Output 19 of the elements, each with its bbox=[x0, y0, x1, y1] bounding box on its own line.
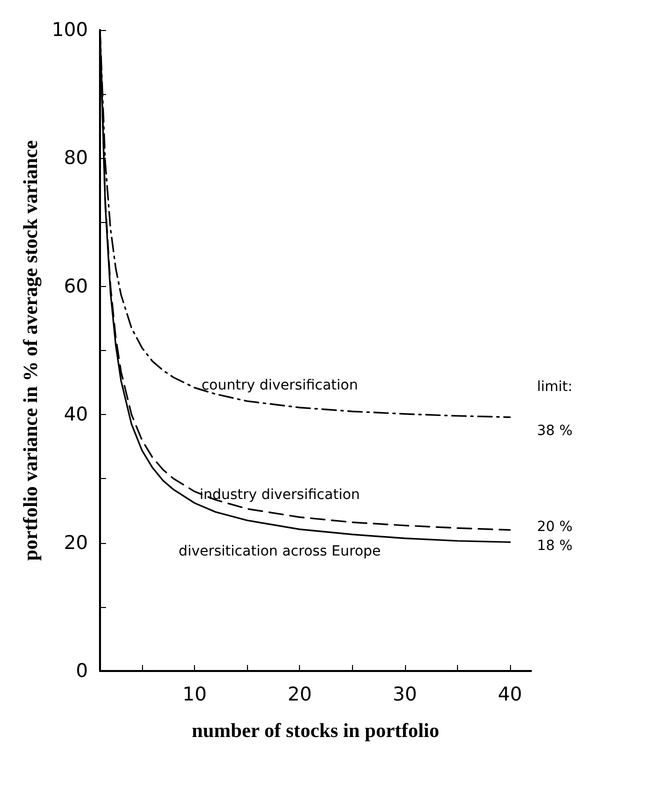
y-tick-label: 40 bbox=[64, 404, 88, 426]
x-tick-label: 40 bbox=[498, 684, 522, 706]
series-label: diversitication across Europe bbox=[178, 543, 381, 560]
y-tick-label: 80 bbox=[64, 147, 88, 170]
y-tick-label: 60 bbox=[64, 275, 88, 298]
y-tick-label: 100 bbox=[52, 19, 88, 41]
series-label: industry diversification bbox=[200, 487, 360, 504]
y-tick-label: 20 bbox=[64, 532, 88, 554]
x-tick-label: 30 bbox=[392, 684, 417, 706]
series-label: country diversification bbox=[201, 378, 358, 394]
x-tick-label: 10 bbox=[182, 684, 207, 706]
text: 20 % bbox=[537, 518, 573, 535]
x-axis-title: number of stocks in portfolio bbox=[192, 720, 440, 742]
text: 38 % bbox=[537, 423, 573, 440]
y-axis-title: portfolio variance in % of average stock variance bbox=[20, 140, 42, 561]
x-tick-label: 20 bbox=[288, 684, 312, 706]
text: 18 % bbox=[537, 538, 573, 554]
text: limit: bbox=[537, 379, 573, 396]
y-tick-label: 0 bbox=[76, 660, 88, 682]
